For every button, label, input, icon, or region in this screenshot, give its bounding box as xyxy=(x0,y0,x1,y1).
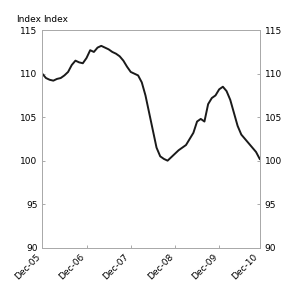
Text: Index: Index xyxy=(43,15,68,24)
Text: Index: Index xyxy=(16,15,41,24)
